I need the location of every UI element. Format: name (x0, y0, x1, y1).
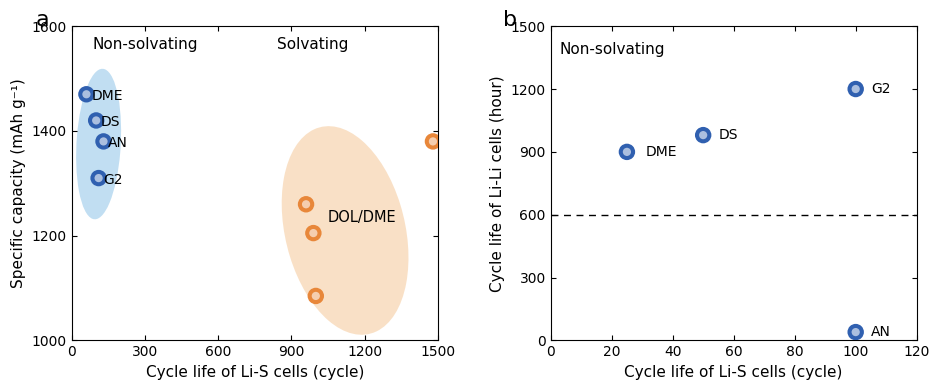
X-axis label: Cycle life of Li-S cells (cycle): Cycle life of Li-S cells (cycle) (146, 365, 364, 380)
Text: Non-solvating: Non-solvating (560, 42, 665, 57)
Point (309, 293, 324, 299)
Point (848, 329, 863, 335)
Text: AN: AN (108, 136, 128, 150)
Ellipse shape (281, 126, 408, 335)
Text: DOL/DME: DOL/DME (328, 210, 397, 225)
Point (306, 230, 321, 236)
X-axis label: Cycle life of Li-S cells (cycle): Cycle life of Li-S cells (cycle) (625, 365, 843, 380)
Text: G2: G2 (104, 173, 123, 187)
Point (619, 149, 634, 155)
Point (91, 175, 106, 181)
Text: DS: DS (718, 128, 738, 142)
Point (695, 132, 710, 138)
Point (88, 117, 104, 124)
Text: Solvating: Solvating (277, 37, 348, 52)
Text: DME: DME (91, 89, 122, 103)
Point (619, 149, 634, 155)
Text: G2: G2 (871, 82, 890, 96)
Point (695, 132, 710, 138)
Point (298, 201, 313, 207)
Point (91, 175, 106, 181)
Point (96, 138, 111, 145)
Point (88, 117, 104, 124)
Point (848, 86, 863, 92)
Point (306, 230, 321, 236)
Point (848, 329, 863, 335)
Point (96, 138, 111, 145)
Text: DS: DS (101, 115, 120, 129)
Text: Non-solvating: Non-solvating (92, 37, 198, 52)
Point (425, 138, 440, 145)
Point (848, 86, 863, 92)
Point (425, 138, 440, 145)
Text: a: a (35, 11, 49, 30)
Text: AN: AN (871, 325, 891, 339)
Text: b: b (503, 11, 518, 30)
Text: DME: DME (646, 145, 677, 159)
Point (79, 91, 94, 97)
Point (298, 201, 313, 207)
Y-axis label: Cycle life of Li-Li cells (hour): Cycle life of Li-Li cells (hour) (490, 75, 505, 292)
Point (309, 293, 324, 299)
Point (79, 91, 94, 97)
Y-axis label: Specific capacity (mAh g⁻¹): Specific capacity (mAh g⁻¹) (11, 79, 26, 288)
Ellipse shape (76, 69, 121, 219)
